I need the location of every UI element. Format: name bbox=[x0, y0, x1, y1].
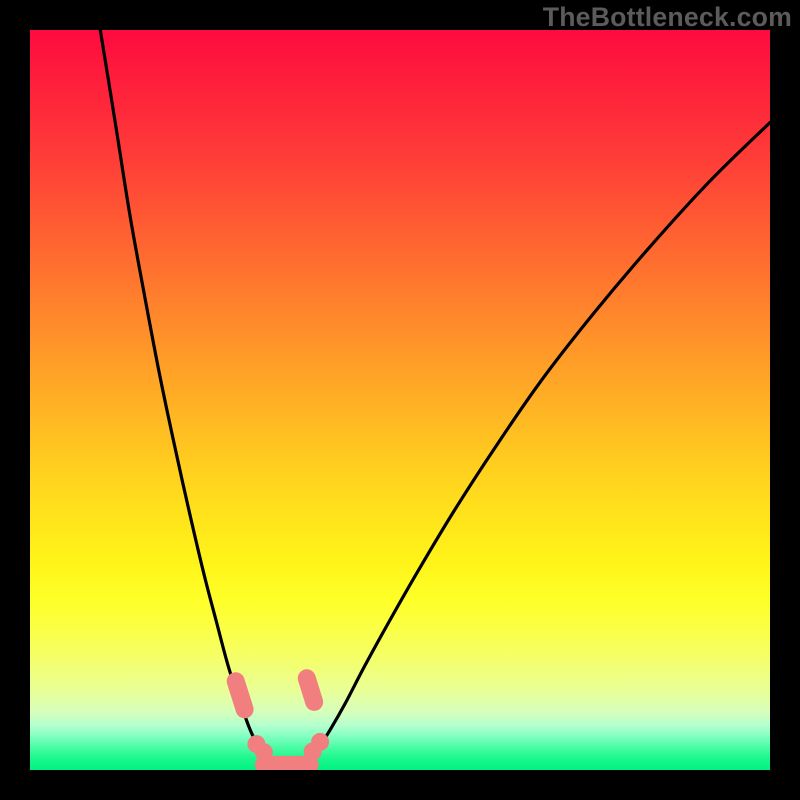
bottleneck-chart bbox=[30, 30, 770, 770]
marker-capsule bbox=[236, 681, 245, 709]
marker-capsule bbox=[307, 678, 314, 702]
marker-dot bbox=[311, 733, 329, 751]
chart-background bbox=[30, 30, 770, 770]
outer-frame: TheBottleneck.com bbox=[0, 0, 800, 800]
plot-area bbox=[30, 30, 770, 770]
watermark-text: TheBottleneck.com bbox=[543, 2, 792, 33]
